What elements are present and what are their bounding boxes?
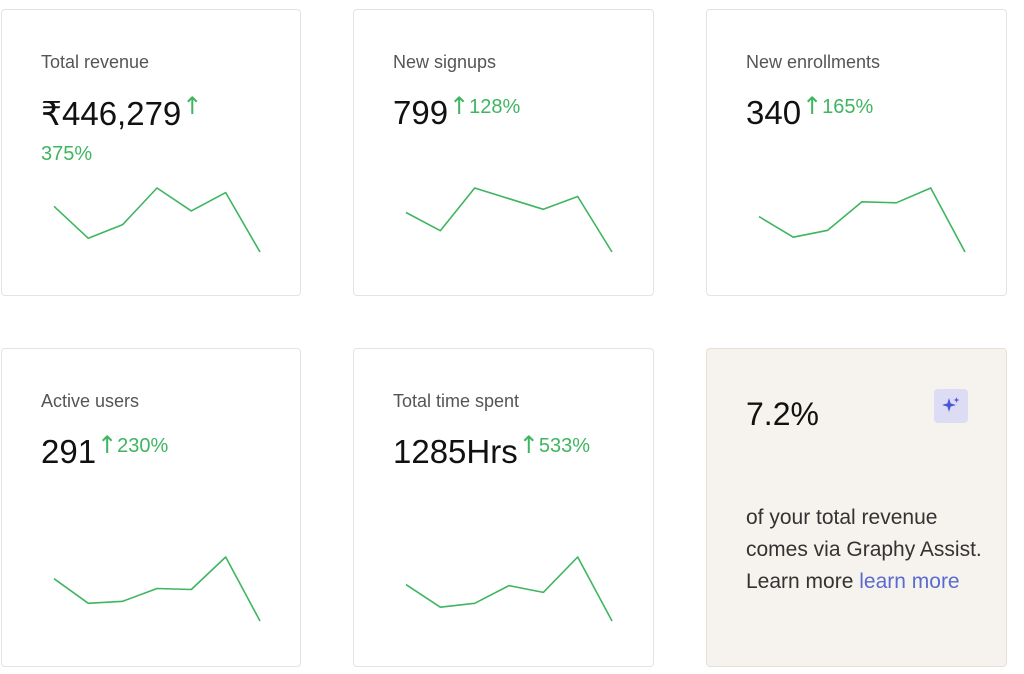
sparkline-path [758, 187, 966, 253]
metric-row: 340 ↑ 165% [746, 94, 873, 132]
arrow-up-icon: ↑ [802, 92, 823, 120]
total-revenue-card: Total revenue ₹446,279 ↑ 375% [1, 9, 301, 296]
sparkline-path [53, 187, 261, 253]
metric-row: ₹446,279 ↑ [41, 94, 202, 133]
card-label: New enrollments [746, 52, 881, 72]
sparkline-path [405, 556, 613, 622]
arrow-up-icon: ↑ [97, 431, 118, 459]
metric-row: 291 ↑ 230% [41, 433, 168, 471]
sparkline [405, 556, 613, 622]
card-value: ₹446,279 [41, 95, 182, 132]
new-enrollments-card: New enrollments 340 ↑ 165% [706, 9, 1007, 296]
sparkline [758, 187, 966, 253]
sparkline [53, 556, 261, 622]
card-label: Total revenue [41, 52, 150, 72]
sparkline-path [405, 187, 613, 253]
assist-value: 7.2% [746, 396, 819, 432]
sparkle-icon [934, 389, 968, 423]
change-percent: 165% [822, 96, 874, 118]
card-value: 1285Hrs [393, 433, 518, 470]
learn-more-link[interactable]: learn more [859, 570, 960, 593]
arrow-up-icon: ↑ [449, 92, 470, 120]
change-percent: 533% [538, 435, 590, 457]
new-signups-card: New signups 799 ↑ 128% [353, 9, 654, 296]
card-label: Active users [41, 391, 140, 411]
sparkline-path [53, 556, 261, 622]
assist-description: of your total revenue comes via Graphy A… [746, 502, 986, 598]
card-value: 799 [393, 94, 449, 131]
total-time-spent-card: Total time spent 1285Hrs ↑ 533% [353, 348, 654, 667]
sparkline [53, 187, 261, 253]
arrow-up-icon: ↑ [518, 431, 539, 459]
metric-row: 1285Hrs ↑ 533% [393, 433, 590, 471]
card-label: Total time spent [393, 391, 520, 411]
active-users-card: Active users 291 ↑ 230% [1, 348, 301, 667]
arrow-up-icon: ↑ [182, 92, 203, 120]
assist-text: of your total revenue comes via Graphy A… [746, 506, 982, 593]
card-label: New signups [393, 52, 497, 72]
card-value: 340 [746, 94, 802, 131]
card-value: 291 [41, 433, 97, 470]
change-percent: 375% [41, 143, 93, 165]
change-percent: 230% [117, 435, 169, 457]
sparkline [405, 187, 613, 253]
metric-row: 799 ↑ 128% [393, 94, 520, 132]
change-percent: 128% [469, 96, 521, 118]
graphy-assist-card: 7.2% of your total revenue comes via Gra… [706, 348, 1007, 667]
